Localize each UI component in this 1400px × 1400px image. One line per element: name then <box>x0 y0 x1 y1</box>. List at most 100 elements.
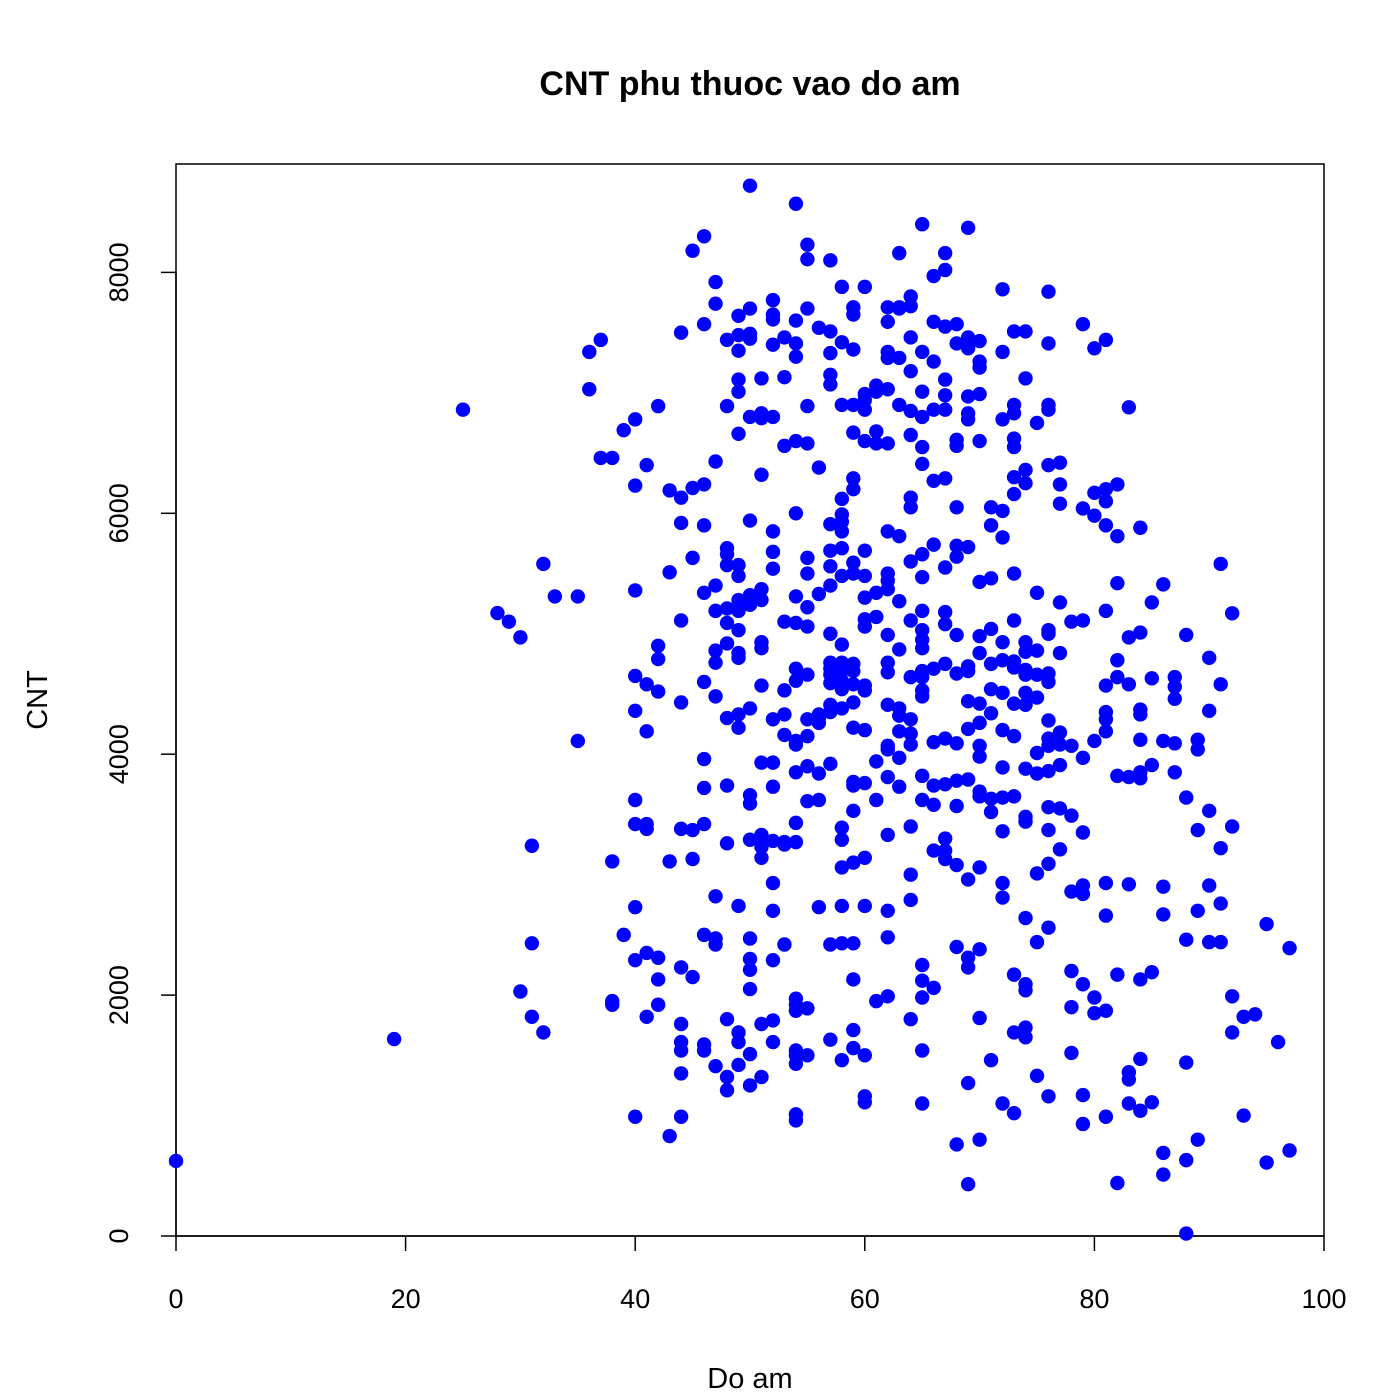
data-point <box>524 936 540 951</box>
data-point <box>1006 324 1022 339</box>
data-point <box>765 833 781 849</box>
data-point <box>673 1016 689 1032</box>
data-point <box>926 778 941 793</box>
data-point <box>937 731 953 746</box>
data-point <box>983 621 999 637</box>
data-point <box>823 1032 838 1047</box>
data-point <box>834 1052 850 1068</box>
data-point <box>777 614 792 629</box>
data-point <box>823 253 838 268</box>
data-point <box>811 899 827 915</box>
data-point <box>742 832 758 847</box>
data-point <box>995 282 1010 297</box>
data-point <box>846 936 861 951</box>
data-point <box>995 685 1010 700</box>
data-point <box>639 1009 654 1024</box>
y-tick-label: 6000 <box>104 483 134 543</box>
data-point <box>995 760 1010 775</box>
data-point <box>605 854 620 869</box>
data-point <box>972 696 987 711</box>
data-point <box>1087 990 1102 1005</box>
data-point <box>834 524 850 539</box>
data-point <box>1156 733 1171 749</box>
data-point <box>800 301 815 316</box>
data-point <box>742 409 758 425</box>
data-point <box>892 397 907 413</box>
data-point <box>765 1013 781 1028</box>
data-point <box>846 720 861 735</box>
data-point <box>742 962 758 978</box>
data-point <box>754 1069 769 1085</box>
y-axis-label: CNT <box>22 670 54 730</box>
data-point <box>937 831 953 846</box>
data-point <box>926 537 941 552</box>
data-point <box>1018 475 1033 491</box>
data-point <box>846 471 861 486</box>
data-point <box>800 712 815 727</box>
data-point <box>765 409 781 425</box>
data-point <box>1006 696 1022 711</box>
data-point <box>1224 606 1240 621</box>
data-point <box>731 327 746 343</box>
data-point <box>937 777 953 792</box>
data-point <box>639 945 654 961</box>
data-point <box>765 524 781 539</box>
data-point <box>995 653 1010 668</box>
data-point <box>788 313 804 328</box>
data-point <box>880 314 895 329</box>
data-point <box>1098 603 1114 619</box>
data-point <box>696 316 712 332</box>
data-point <box>513 984 528 999</box>
data-point <box>869 993 884 1009</box>
data-point <box>742 951 758 967</box>
data-point <box>903 613 918 628</box>
y-tick-label: 8000 <box>104 242 134 302</box>
data-point <box>582 344 597 360</box>
data-point <box>800 759 815 774</box>
data-point <box>1282 1143 1297 1158</box>
data-point <box>731 372 746 387</box>
data-point <box>696 1043 712 1058</box>
data-point <box>754 410 769 426</box>
data-point <box>983 706 999 721</box>
data-point <box>892 642 907 657</box>
data-point <box>1224 1025 1240 1040</box>
data-point <box>777 937 792 952</box>
data-point <box>731 622 746 638</box>
data-point <box>628 478 643 493</box>
data-point <box>1064 614 1079 629</box>
data-point <box>1041 336 1056 351</box>
data-point <box>1110 477 1125 492</box>
data-point <box>1213 677 1228 692</box>
data-point <box>834 820 850 835</box>
data-point <box>1133 1051 1148 1067</box>
data-point <box>754 850 769 865</box>
data-point <box>1179 790 1194 805</box>
data-point <box>570 733 585 749</box>
data-point <box>1006 486 1022 502</box>
data-point <box>1156 1145 1171 1161</box>
data-point <box>742 931 758 946</box>
data-point <box>1018 685 1033 700</box>
data-point <box>673 695 689 710</box>
data-point <box>937 319 953 334</box>
data-point <box>455 402 471 417</box>
data-point <box>754 641 769 656</box>
data-point <box>1202 934 1217 950</box>
data-point <box>662 854 677 869</box>
data-point <box>857 850 872 865</box>
data-points <box>168 178 1297 1241</box>
data-point <box>1018 644 1033 660</box>
data-point <box>708 1058 723 1074</box>
data-point <box>960 772 976 787</box>
data-point <box>754 581 769 597</box>
data-point <box>915 344 930 360</box>
data-point <box>1041 284 1056 299</box>
data-point <box>616 422 631 438</box>
data-point <box>1144 595 1160 610</box>
data-point <box>490 605 505 621</box>
data-point <box>823 756 838 772</box>
data-point <box>937 372 953 387</box>
data-point <box>1133 972 1148 987</box>
data-point <box>650 398 666 414</box>
